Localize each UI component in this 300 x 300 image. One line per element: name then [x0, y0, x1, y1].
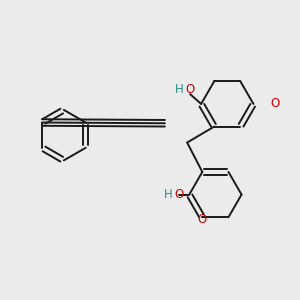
Text: H: H — [175, 82, 184, 96]
Text: O: O — [197, 213, 206, 226]
Text: H: H — [164, 188, 173, 201]
Text: O: O — [185, 82, 194, 96]
Text: O: O — [271, 98, 280, 110]
Text: O: O — [174, 188, 184, 201]
